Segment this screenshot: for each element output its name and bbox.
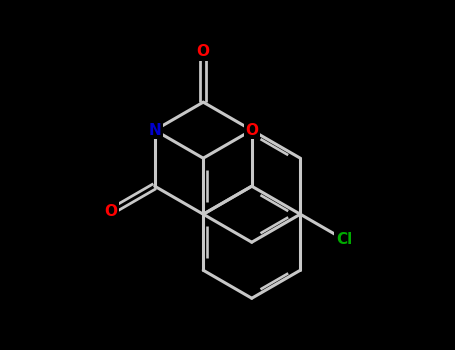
Text: O: O [245,123,258,138]
Text: O: O [105,204,117,219]
Text: O: O [197,44,210,59]
Text: N: N [148,123,161,138]
Text: Cl: Cl [336,232,352,247]
